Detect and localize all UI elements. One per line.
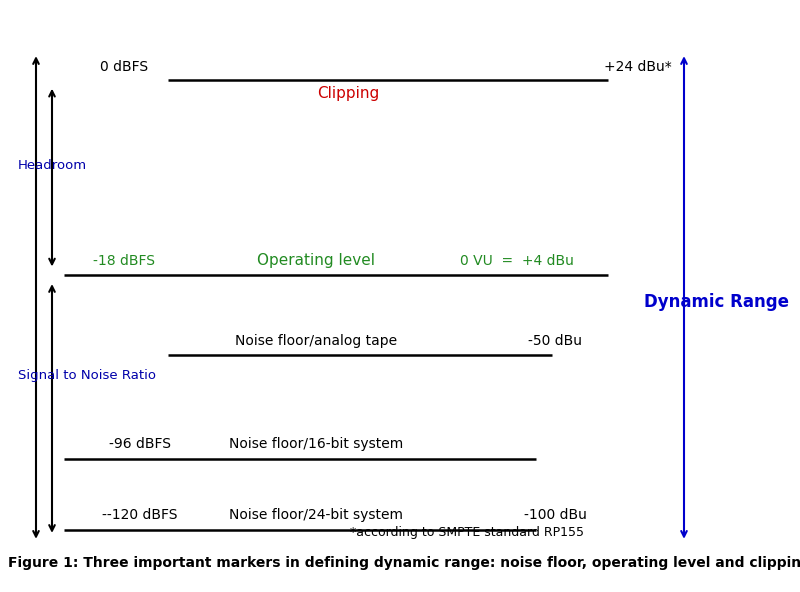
Text: Noise floor/16-bit system: Noise floor/16-bit system bbox=[229, 437, 403, 451]
Text: -100 dBu: -100 dBu bbox=[524, 508, 587, 522]
Text: Noise floor/24-bit system: Noise floor/24-bit system bbox=[229, 508, 403, 522]
Text: Signal to Noise Ratio: Signal to Noise Ratio bbox=[18, 369, 155, 382]
Text: Headroom: Headroom bbox=[18, 159, 86, 172]
Text: --120 dBFS: --120 dBFS bbox=[102, 508, 178, 522]
Text: Figure 1: Three important markers in defining dynamic range: noise floor, operat: Figure 1: Three important markers in def… bbox=[8, 555, 800, 570]
Text: -96 dBFS: -96 dBFS bbox=[109, 437, 171, 451]
Text: *according to SMPTE standard RP155: *according to SMPTE standard RP155 bbox=[350, 526, 584, 539]
Text: -18 dBFS: -18 dBFS bbox=[93, 253, 155, 268]
Text: 0 VU  =  +4 dBu: 0 VU = +4 dBu bbox=[460, 253, 574, 268]
Text: 0 dBFS: 0 dBFS bbox=[100, 60, 148, 74]
Text: Operating level: Operating level bbox=[257, 253, 375, 268]
Text: -50 dBu: -50 dBu bbox=[528, 334, 582, 348]
Text: Noise floor/analog tape: Noise floor/analog tape bbox=[235, 334, 397, 348]
Text: Dynamic Range: Dynamic Range bbox=[643, 293, 789, 311]
Text: +24 dBu*: +24 dBu* bbox=[604, 60, 672, 74]
Text: Clipping: Clipping bbox=[317, 86, 379, 101]
